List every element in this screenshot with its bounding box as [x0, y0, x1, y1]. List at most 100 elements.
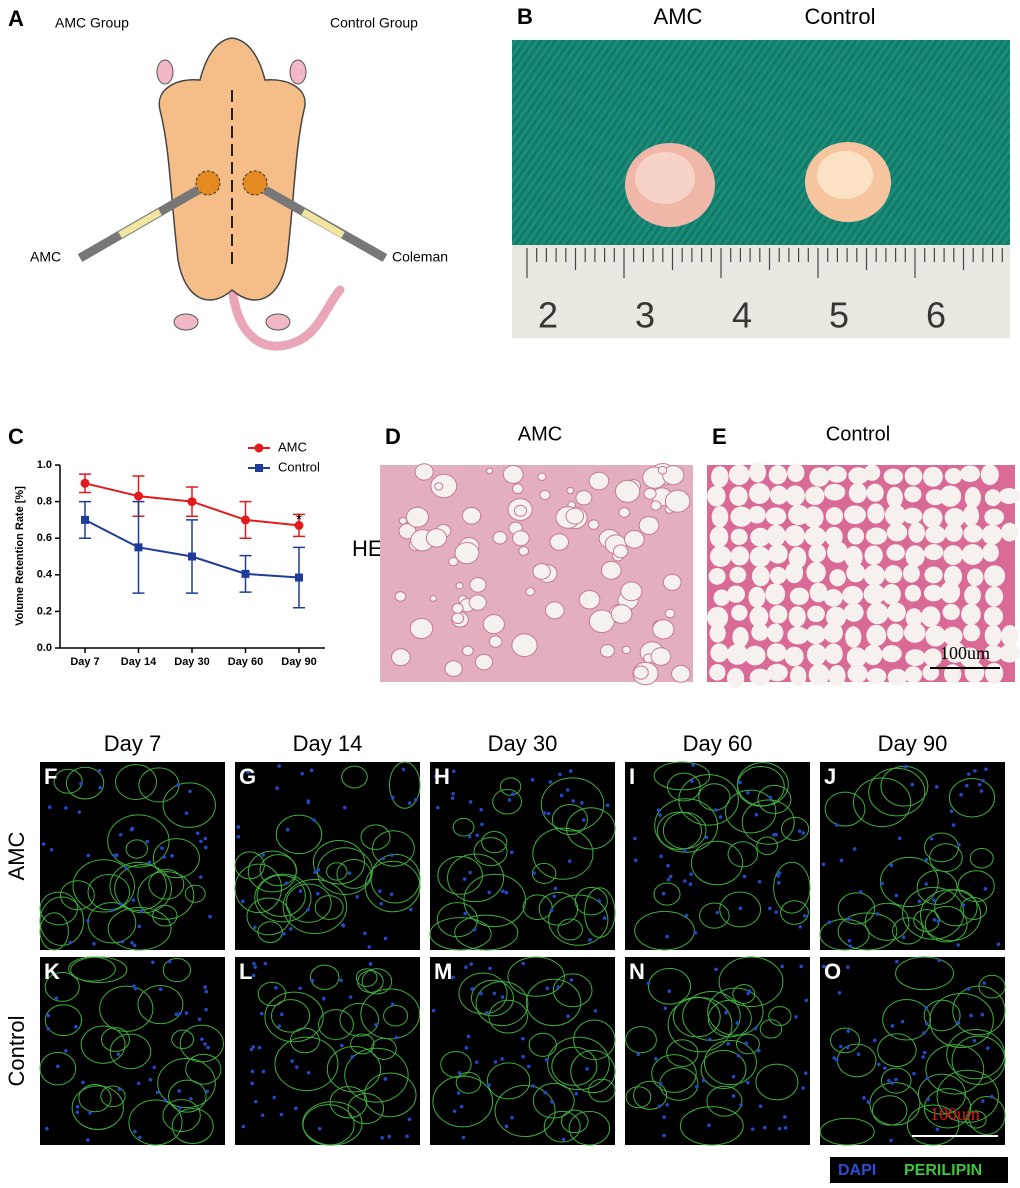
adipocyte [768, 465, 788, 485]
perilipin-ring [507, 956, 565, 997]
dapi-nucleus [783, 1115, 787, 1119]
dapi-nucleus [456, 1091, 461, 1095]
dapi-nucleus [774, 910, 778, 914]
dapi-nucleus [801, 1086, 806, 1090]
dapi-nucleus [521, 961, 525, 966]
dapi-nucleus [646, 981, 651, 985]
dapi-nucleus [176, 783, 180, 787]
dapi-nucleus [839, 1044, 843, 1049]
adipocyte [824, 643, 843, 665]
dapi-nucleus [912, 1071, 916, 1076]
perilipin-ring [162, 1099, 201, 1132]
perilipin-ring [538, 891, 579, 926]
adipocyte [886, 544, 905, 561]
fat-cell [614, 479, 641, 503]
perilipin-ring [371, 830, 415, 867]
dapi-nucleus [691, 763, 695, 767]
dapi-nucleus [924, 1005, 928, 1010]
adipocyte [784, 525, 805, 547]
dapi-nucleus [294, 1106, 298, 1111]
perilipin-ring [522, 894, 553, 921]
perilipin-ring [364, 860, 421, 913]
dapi-nucleus [801, 831, 806, 835]
dapi-nucleus [259, 1011, 264, 1016]
fat-cell [599, 644, 615, 658]
perilipin-ring [948, 778, 996, 818]
perilipin-ring [967, 1095, 1006, 1135]
adipocyte [750, 527, 771, 547]
dapi-nucleus [663, 1006, 668, 1011]
perilipin-ring [326, 1046, 382, 1093]
dapi-nucleus [633, 836, 637, 841]
dapi-nucleus [184, 1011, 189, 1015]
dapi-nucleus [657, 1104, 662, 1108]
syringe-label: AMC [30, 249, 61, 265]
dapi-nucleus [446, 966, 451, 971]
dapi-nucleus [951, 823, 956, 827]
dapi-nucleus [898, 836, 902, 841]
perilipin-ring [868, 767, 926, 817]
adipocyte [730, 506, 753, 527]
adipocyte [866, 483, 884, 502]
panel-letter: M [434, 959, 452, 984]
dapi-nucleus [257, 1045, 262, 1050]
fat-cell [488, 635, 503, 648]
dapi-nucleus [86, 853, 91, 858]
point [295, 573, 303, 582]
adipocyte [904, 486, 922, 503]
adipocyte [787, 463, 805, 483]
dapi-nucleus [68, 940, 73, 945]
dapi-nucleus [969, 1013, 973, 1018]
dapi-nucleus [459, 1104, 464, 1109]
dapi-nucleus [866, 1100, 871, 1104]
dapi-nucleus [110, 908, 114, 913]
row-label: Control [4, 1016, 29, 1087]
perilipin-ring [700, 1049, 747, 1090]
adipocyte [961, 544, 984, 565]
dapi-nucleus [544, 1058, 549, 1062]
dapi-nucleus [279, 1112, 284, 1117]
dapi-nucleus [758, 1104, 763, 1109]
adipocyte [984, 508, 1005, 526]
dapi-nucleus [294, 1065, 299, 1069]
dapi-nucleus [546, 811, 551, 816]
dapi-nucleus [571, 799, 576, 803]
adipocyte [922, 664, 939, 681]
perilipin-ring [725, 789, 777, 834]
dapi-nucleus [742, 874, 747, 879]
perilipin-ring [370, 853, 421, 904]
dapi-nucleus [306, 800, 311, 805]
adipocyte [846, 563, 866, 583]
perilipin-ring [547, 1036, 610, 1091]
perilipin-ring [336, 858, 372, 889]
perilipin-ring [339, 1002, 380, 1037]
dapi-nucleus [965, 783, 969, 788]
dapi-nucleus [683, 879, 687, 883]
perilipin-ring [869, 1082, 921, 1126]
fat-cell [566, 486, 575, 495]
dapi-nucleus [984, 767, 988, 771]
dapi-nucleus [252, 961, 256, 966]
perilipin-ring [234, 851, 265, 880]
adipocyte [766, 663, 788, 682]
adipocyte [884, 504, 907, 527]
fat-cell [434, 482, 444, 491]
adipocyte [881, 645, 902, 663]
perilipin-ring [109, 1033, 152, 1070]
adipocyte [808, 543, 826, 563]
dapi-nucleus [160, 846, 164, 850]
dapi-nucleus [602, 916, 607, 920]
adipocyte [726, 668, 745, 688]
y-tick-label: 0.6 [37, 532, 52, 544]
fat-cell [430, 473, 458, 499]
dapi-nucleus [658, 1082, 663, 1086]
dapi-nucleus [475, 833, 480, 838]
perilipin-ring [100, 1085, 126, 1108]
y-axis-title: Volume Retention Rate [%] [14, 486, 26, 626]
ruler-number: 3 [635, 295, 655, 336]
perilipin-ring [341, 765, 368, 789]
perilipin-ring [246, 897, 291, 936]
fat-cell [532, 563, 551, 580]
dapi-nucleus [383, 1077, 388, 1081]
fluorescence-image [40, 762, 225, 950]
